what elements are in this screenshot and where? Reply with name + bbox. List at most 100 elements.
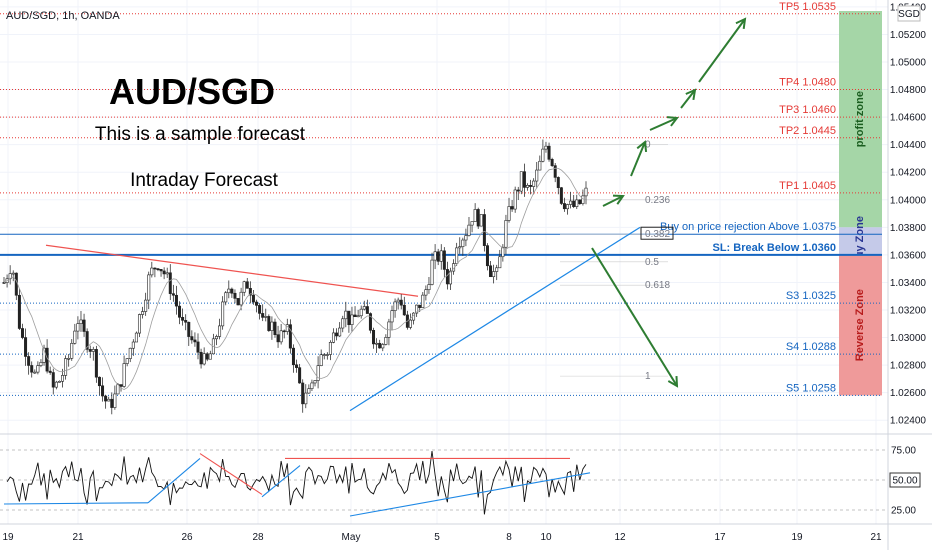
forecast-arrow-head (735, 17, 747, 30)
candle-body (313, 380, 317, 384)
candle-body (359, 308, 363, 317)
candle-body (239, 291, 243, 306)
fib-label: 0.5 (645, 257, 659, 268)
candle-body (365, 306, 369, 314)
candle-body (347, 310, 351, 325)
candle-body (535, 169, 539, 182)
level-label: S3 1.0325 (786, 290, 836, 302)
level-label: TP2 1.0445 (779, 125, 836, 137)
symbol-label[interactable]: AUD/SGD, 1h, OANDA (6, 10, 120, 22)
candle-body (449, 270, 453, 285)
level-label: TP3 1.0460 (779, 104, 836, 116)
candle-body (581, 195, 585, 204)
rsi-blue-trendline (349, 472, 591, 517)
candle-body (424, 289, 428, 296)
candle-body (61, 375, 65, 382)
candle-body (14, 272, 18, 296)
rsi-tick-label: 25.00 (891, 506, 916, 517)
candle-body (295, 364, 299, 368)
currency-box[interactable] (897, 5, 921, 22)
level-label: TP4 1.0480 (779, 77, 836, 89)
trend-lines[interactable] (45, 226, 641, 412)
candle-body (522, 171, 526, 188)
candle-body (439, 250, 443, 262)
candle-body (442, 250, 446, 270)
candle-body (510, 206, 514, 210)
candle-body (504, 220, 508, 248)
candle-body (202, 353, 206, 365)
candle-body (566, 204, 570, 210)
candle-body (273, 321, 277, 335)
candle-body (248, 288, 252, 296)
candle-body (224, 292, 228, 303)
forecast-arrows[interactable] (591, 17, 747, 388)
candle-body (338, 327, 342, 337)
candle-body (433, 251, 437, 261)
candle-body (482, 214, 486, 246)
candle-body (255, 301, 259, 306)
level-label: S4 1.0288 (786, 341, 836, 353)
y-tick-label: 1.04400 (890, 140, 927, 151)
candle-body (498, 256, 502, 269)
y-tick-label: 1.03800 (890, 223, 927, 234)
candle-body (128, 347, 132, 359)
level-label: S5 1.0258 (786, 382, 836, 394)
forecast-arrow-shaft (649, 117, 678, 131)
candle-body (325, 354, 329, 356)
zone-label: Reverse Zone (854, 289, 866, 361)
candle-body (473, 209, 477, 222)
candle-body (575, 199, 579, 207)
candle-body (73, 330, 77, 344)
fib-label: 1 (645, 371, 651, 382)
candle-body (178, 305, 182, 318)
candle-body (88, 349, 92, 352)
candle-body (393, 301, 397, 311)
candle-body (24, 337, 28, 357)
candle-body (279, 330, 283, 343)
candle-body (550, 159, 554, 166)
candle-body (341, 318, 345, 329)
candle-body (242, 281, 246, 293)
candle-body (156, 268, 160, 270)
candle-body (485, 245, 489, 267)
candle-body (304, 392, 308, 405)
candle-body (513, 189, 517, 210)
candle-body (298, 367, 302, 384)
candle-body (82, 319, 86, 332)
candle-body (94, 349, 98, 378)
x-tick-label: 5 (434, 532, 440, 543)
red-trendline (45, 244, 419, 297)
candle-body (495, 267, 499, 272)
candle-body (335, 332, 339, 337)
x-tick-label: May (342, 532, 361, 543)
rsi-pane: 75.00 25.00 50.00 (0, 446, 921, 517)
forecast-arrow-head (685, 88, 697, 101)
candle-body (328, 342, 332, 355)
candle-body (470, 221, 474, 226)
candle-body (562, 203, 566, 210)
y-tick-label: 1.02800 (890, 361, 927, 372)
time-axis[interactable]: 19 21 26 28 May 5 8 10 12 17 19 21 (2, 532, 882, 543)
blue-trendline (349, 226, 641, 412)
zone-label: profit zone (854, 91, 866, 147)
candle-body (291, 347, 295, 366)
overlay-subtitle: This is a sample forecast (95, 124, 306, 145)
x-tick-label: 21 (870, 532, 882, 543)
candle-body (214, 336, 218, 340)
candle-body (184, 320, 188, 323)
y-tick-label: 1.05000 (890, 58, 927, 69)
candle-body (350, 314, 354, 325)
currency-label: SGD (898, 9, 920, 20)
candle-body (134, 332, 138, 343)
y-tick-label: 1.03000 (890, 333, 927, 344)
candle-body (310, 382, 314, 389)
y-tick-label: 1.04800 (890, 85, 927, 96)
candle-body (190, 336, 194, 341)
rsi-line (6, 451, 587, 515)
candle-body (362, 306, 366, 310)
candle-body (572, 200, 576, 207)
forecast-arrow-head (667, 375, 679, 388)
candle-body (378, 342, 382, 349)
candle-body (368, 313, 372, 331)
